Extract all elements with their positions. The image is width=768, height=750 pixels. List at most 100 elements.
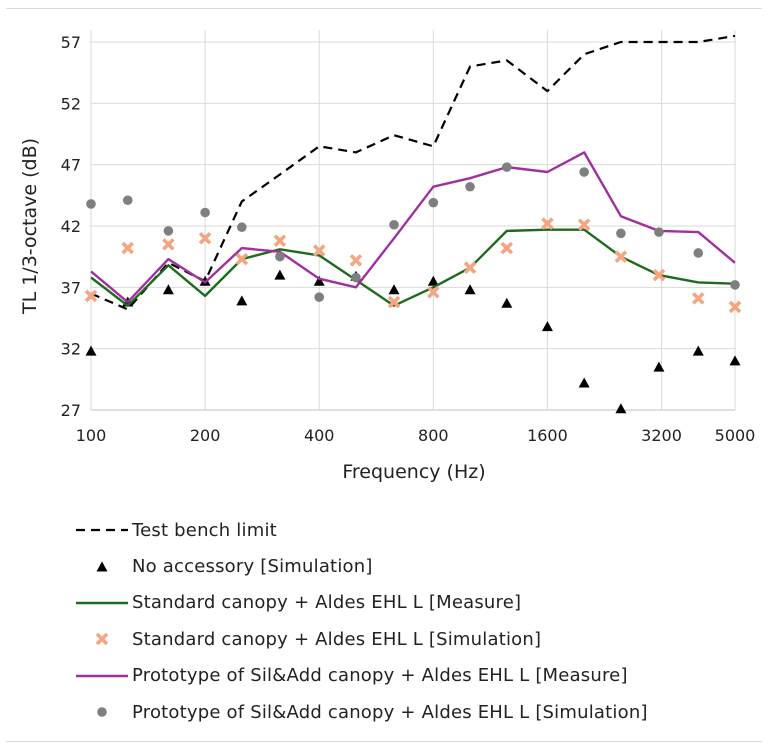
data-point <box>501 297 513 308</box>
series-prototype-of-sil-add-canopy-aldes-ehl-l-measure <box>90 151 736 304</box>
data-point <box>86 199 96 209</box>
legend-item: No accessory [Simulation] <box>74 548 754 584</box>
data-point <box>465 181 475 192</box>
y-tick-label: 32 <box>61 340 81 359</box>
data-point <box>541 217 554 230</box>
data-point <box>500 241 514 255</box>
series-prototype-of-sil-add-canopy-aldes-ehl-l-simulation <box>86 162 740 302</box>
data-point <box>200 207 210 218</box>
legend-marker <box>96 561 108 572</box>
series-line <box>90 228 736 307</box>
data-point <box>84 289 98 303</box>
data-point <box>314 292 325 302</box>
data-point <box>427 275 439 286</box>
data-point <box>387 295 401 309</box>
data-point <box>349 254 363 267</box>
y-tick-label: 47 <box>61 156 81 175</box>
legend-label: Test bench limit <box>132 519 277 541</box>
data-point <box>615 403 627 414</box>
grid <box>90 30 736 411</box>
series-standard-canopy-aldes-ehl-l-simulation <box>84 217 742 314</box>
series-layer <box>84 34 742 414</box>
x-axis-title: Frequency (Hz) <box>342 461 485 483</box>
y-tick-label: 27 <box>61 401 81 420</box>
legend-key <box>76 674 128 677</box>
chart-frame <box>6 8 762 742</box>
data-point <box>464 284 476 295</box>
x-tick-label: 800 <box>418 426 449 445</box>
data-point <box>729 355 741 366</box>
data-point <box>579 167 589 177</box>
data-point <box>691 292 705 305</box>
data-point <box>122 195 133 206</box>
data-point <box>541 321 553 332</box>
data-point <box>351 272 361 283</box>
legend-key <box>76 529 128 532</box>
legend-item: Standard canopy + Aldes EHL L [Measure] <box>74 585 754 621</box>
data-point <box>236 295 248 306</box>
data-point <box>577 218 591 232</box>
data-point <box>427 285 440 299</box>
x-tick-label: 5000 <box>715 426 756 445</box>
x-tick-label: 1600 <box>527 426 568 445</box>
data-point <box>312 244 326 257</box>
x-tick-label: 200 <box>190 426 221 445</box>
legend-key <box>76 601 128 605</box>
legend-label: Prototype of Sil&Add canopy + Aldes EHL … <box>132 665 628 687</box>
data-point <box>274 269 286 280</box>
y-tick-label: 52 <box>61 94 81 113</box>
x-tick-label: 3200 <box>641 426 682 445</box>
data-point <box>692 345 704 356</box>
data-point <box>501 162 512 172</box>
y-tick-label: 42 <box>61 217 81 236</box>
data-point <box>235 252 249 266</box>
legend-key <box>95 633 109 646</box>
x-tick-label: 400 <box>304 426 335 445</box>
data-point <box>389 219 399 230</box>
series-standard-canopy-aldes-ehl-l-measure <box>90 228 736 307</box>
series-line <box>90 34 736 311</box>
legend-marker <box>97 707 107 717</box>
data-point <box>693 248 704 258</box>
y-tick-label: 37 <box>61 278 81 297</box>
legend-marker <box>95 633 109 646</box>
legend-item: Test bench limit <box>74 512 754 548</box>
legend-label: Standard canopy + Aldes EHL L [Measure] <box>132 592 522 614</box>
data-point <box>199 275 211 286</box>
legend-label: Prototype of Sil&Add canopy + Aldes EHL … <box>132 701 648 723</box>
data-point <box>463 261 477 274</box>
legend-key <box>96 561 108 572</box>
axes: 27 32 37 42 47 52 57 100 200 400 800 1600 3200 5000 <box>61 33 756 445</box>
legend-key <box>97 707 107 717</box>
data-point <box>162 238 175 251</box>
data-point <box>273 234 287 247</box>
data-point <box>237 222 247 233</box>
data-point <box>388 284 400 295</box>
data-point <box>614 250 628 263</box>
x-tick-label: 100 <box>76 426 107 445</box>
y-tick-label: 57 <box>61 33 81 52</box>
data-point <box>730 280 740 290</box>
data-point <box>652 268 666 282</box>
data-point <box>653 361 665 372</box>
data-point <box>162 284 174 295</box>
legend-item: Prototype of Sil&Add canopy + Aldes EHL … <box>74 658 754 694</box>
data-point <box>578 377 590 388</box>
data-point <box>313 275 325 286</box>
legend-item: Prototype of Sil&Add canopy + Aldes EHL … <box>74 694 754 730</box>
legend-label: Standard canopy + Aldes EHL L [Simulatio… <box>132 628 542 650</box>
data-point <box>428 197 439 208</box>
data-point <box>728 300 742 314</box>
legend-item: Standard canopy + Aldes EHL L [Simulatio… <box>74 621 754 657</box>
y-axis-title: TL 1/3-octave (dB) <box>19 138 41 315</box>
data-point <box>163 226 174 236</box>
chart: 27 32 37 42 47 52 57 100 200 400 800 1600 3200 5000 F… <box>19 30 756 483</box>
series-no-accessory-simulation <box>85 269 741 414</box>
data-point <box>121 241 135 255</box>
legend: Test bench limit No accessory [Simulation… <box>74 512 754 730</box>
legend-label: No accessory [Simulation] <box>132 556 373 578</box>
data-point <box>85 345 97 356</box>
series-test-bench-limit <box>90 34 736 311</box>
data-point <box>654 227 664 237</box>
data-point <box>275 251 285 262</box>
